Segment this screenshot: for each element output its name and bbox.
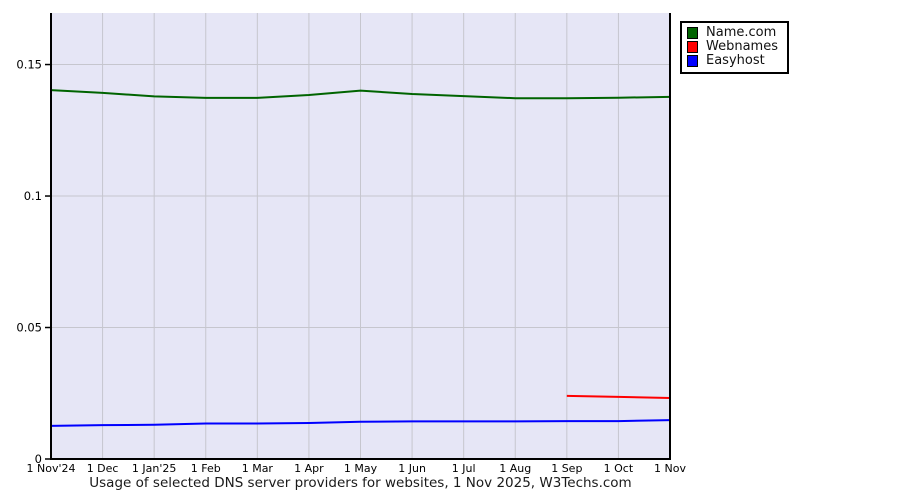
y-tick-label: 0.1 [24,189,42,203]
legend-label: Name.com [706,25,777,40]
series-line-easyhost [50,419,671,427]
x-tick-label: 1 Oct [604,462,634,475]
x-tick-label: 1 Nov'24 [27,462,76,475]
legend-swatch-icon [687,55,698,67]
legend-item-0: Name.com [687,26,778,40]
y-tick-label: 0.15 [16,58,42,72]
x-tick-label: 1 Sep [551,462,582,475]
legend-swatch-icon [687,41,698,53]
x-tick-label: 1 Feb [191,462,221,475]
x-tick-label: 1 Jun [398,462,426,475]
x-tick-label: 1 May [344,462,378,475]
x-tick-label: 1 Dec [87,462,119,475]
y-tick-label: 0.05 [16,321,42,335]
x-tick-label: 1 Jan'25 [132,462,176,475]
legend: Name.com Webnames Easyhost [680,21,789,74]
x-tick-label: 1 Aug [499,462,531,475]
legend-item-1: Webnames [687,40,778,54]
legend-label: Easyhost [706,53,765,68]
x-tick-label: 1 Apr [294,462,324,475]
series-line-name-com [50,89,671,100]
legend-item-2: Easyhost [687,54,778,68]
series-line-webnames [566,394,671,399]
legend-label: Webnames [706,39,778,54]
y-tick-label: 0 [35,452,42,466]
x-tick-label: 1 Nov [654,462,686,475]
chart-title: Usage of selected DNS server providers f… [89,475,632,491]
legend-swatch-icon [687,27,698,39]
x-tick-label: 1 Jul [452,462,476,475]
x-tick-label: 1 Mar [242,462,274,475]
